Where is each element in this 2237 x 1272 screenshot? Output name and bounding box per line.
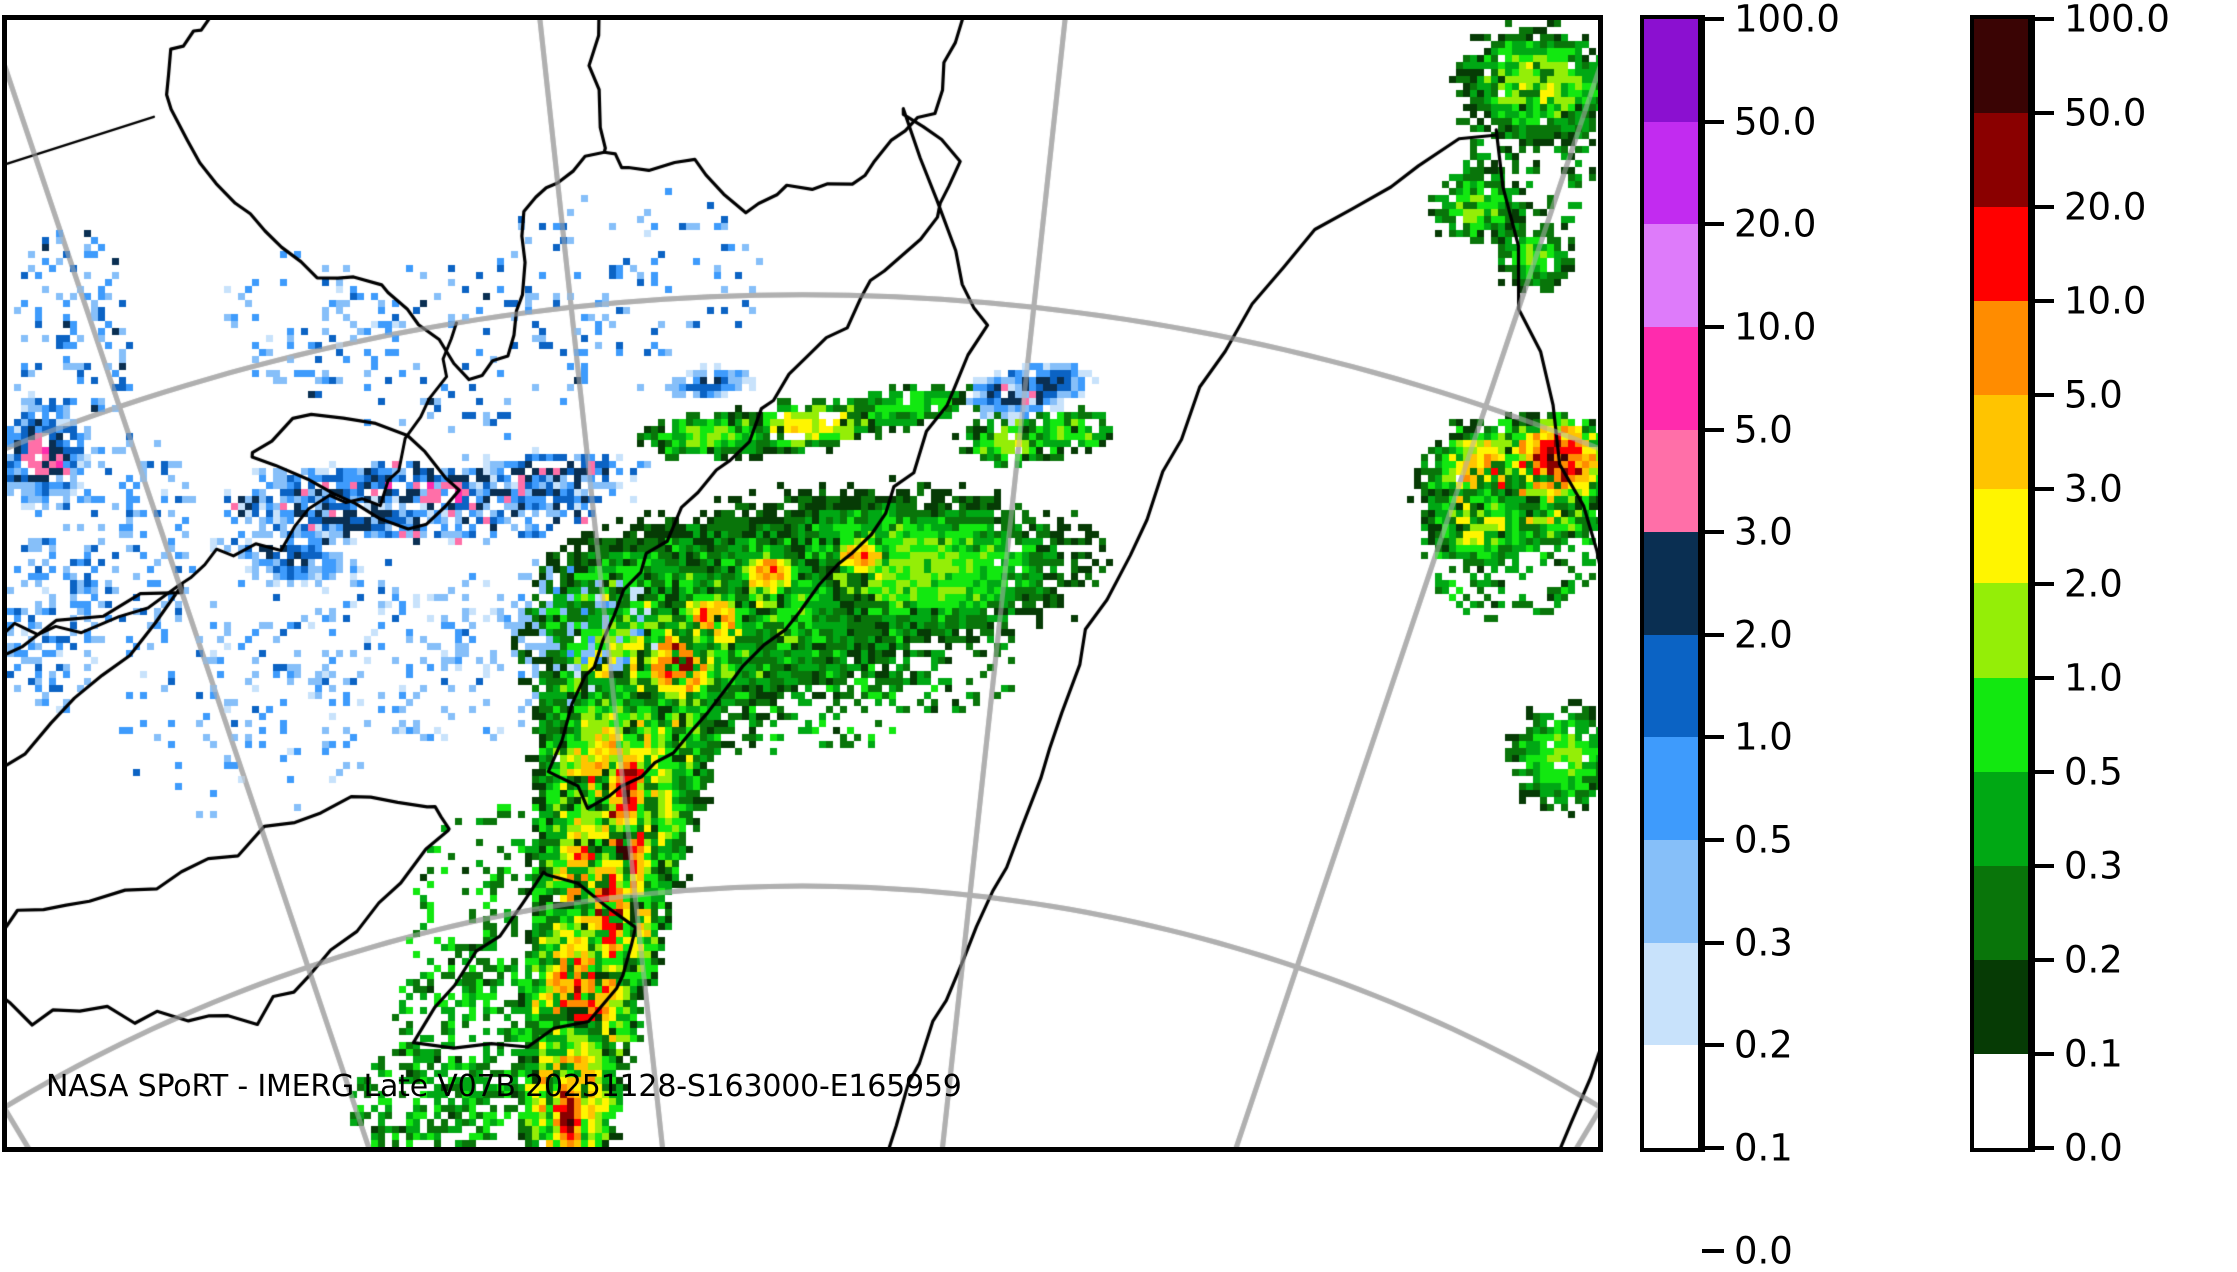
colorbar-tick-label: 3.0 bbox=[2064, 467, 2123, 511]
colorbar-tick-label: 20.0 bbox=[1734, 202, 1817, 246]
colorbar-tick bbox=[1702, 1146, 1724, 1150]
colorbar-tick bbox=[2032, 393, 2054, 398]
colorbar-segment bbox=[1644, 634, 1698, 738]
colorbar-tick-label: 1.0 bbox=[2064, 656, 2123, 700]
colorbar-tick-label: 0.3 bbox=[1734, 921, 1793, 965]
colorbar-segment bbox=[1644, 326, 1698, 430]
solid-colorbar-axis-line bbox=[1702, 15, 1705, 1152]
colorbar-tick bbox=[2032, 675, 2054, 680]
colorbar-segment bbox=[1644, 942, 1698, 1046]
precipitation-map-figure: NASA SPoRT - IMERG Late V07B 20251128-S1… bbox=[2, 0, 2170, 1272]
colorbar-segment bbox=[1974, 207, 2028, 302]
colorbar-tick-label: 0.5 bbox=[2064, 750, 2123, 794]
colorbar-segment bbox=[1974, 865, 2028, 960]
colorbar-tick-label: 10.0 bbox=[2064, 279, 2147, 323]
colorbar-tick-label: 100.0 bbox=[1734, 0, 1840, 41]
colorbar-tick bbox=[1702, 838, 1724, 843]
colorbar-tick-label: 0.0 bbox=[1734, 1229, 1793, 1272]
colorbar-tick bbox=[2032, 863, 2054, 868]
colorbar-tick bbox=[2032, 769, 2054, 774]
colorbar-tick-label: 5.0 bbox=[2064, 373, 2123, 417]
colorbar-segment bbox=[1974, 959, 2028, 1054]
colorbar-tick bbox=[1702, 632, 1724, 637]
colorbar-segment bbox=[1974, 1053, 2028, 1148]
colorbar-tick-label: 3.0 bbox=[1734, 510, 1793, 554]
colorbar-tick bbox=[1702, 530, 1724, 535]
colorbar-tick bbox=[2032, 581, 2054, 586]
precipitation-map-canvas bbox=[7, 20, 1598, 1147]
map-panel bbox=[2, 15, 1603, 1152]
colorbar-segment bbox=[1974, 19, 2028, 114]
colorbar-tick bbox=[2032, 487, 2054, 492]
colorbar-tick-label: 0.3 bbox=[2064, 844, 2123, 888]
colorbar-tick bbox=[2032, 205, 2054, 210]
solid-colorbar-gradient bbox=[1640, 15, 1702, 1152]
colorbar-tick bbox=[1702, 119, 1724, 124]
colorbar-tick bbox=[2032, 111, 2054, 116]
colorbar-segment bbox=[1644, 224, 1698, 327]
colorbar-segment bbox=[1974, 677, 2028, 772]
colorbar-tick bbox=[2032, 17, 2054, 21]
colorbar-segment bbox=[1974, 301, 2028, 396]
colorbar-tick-label: 0.5 bbox=[1734, 818, 1793, 862]
colorbar-segment bbox=[1974, 771, 2028, 866]
colorbar-tick-label: 10.0 bbox=[1734, 305, 1817, 349]
colorbar-tick-label: 50.0 bbox=[1734, 100, 1817, 144]
colorbar-tick-label: 0.1 bbox=[1734, 1126, 1793, 1170]
colorbar-tick bbox=[1702, 735, 1724, 740]
colorbar-tick bbox=[1702, 940, 1724, 945]
colorbar-segment bbox=[1644, 737, 1698, 840]
colorbar-tick-label: 0.2 bbox=[2064, 938, 2123, 982]
colorbar-tick-label: 20.0 bbox=[2064, 185, 2147, 229]
colorbar-segment bbox=[1644, 532, 1698, 635]
figure-caption: NASA SPoRT - IMERG Late V07B 20251128-S1… bbox=[46, 1069, 962, 1104]
colorbar-tick-label: 1.0 bbox=[1734, 715, 1793, 759]
colorbar-segment bbox=[1644, 840, 1698, 943]
colorbar-tick-label: 100.0 bbox=[2064, 0, 2170, 41]
colorbar-tick-label: 0.1 bbox=[2064, 1032, 2123, 1076]
colorbar-tick-label: 2.0 bbox=[2064, 562, 2123, 605]
colorbar-segment bbox=[1974, 583, 2028, 678]
colorbar-tick bbox=[2032, 299, 2054, 304]
colorbar-tick bbox=[2032, 957, 2054, 962]
colorbar-tick-label: 0.2 bbox=[1734, 1023, 1793, 1067]
colorbar-segment bbox=[1644, 429, 1698, 533]
colorbar-segment bbox=[1974, 489, 2028, 584]
colorbar-tick bbox=[2032, 1051, 2054, 1056]
colorbar-segment bbox=[1644, 19, 1698, 122]
colorbar-segment bbox=[1644, 121, 1698, 225]
colorbar-tick-label: 0.0 bbox=[2064, 1126, 2123, 1170]
colorbar-segment bbox=[1974, 395, 2028, 490]
colorbar-segment bbox=[1644, 1045, 1698, 1148]
colorbar-tick bbox=[2032, 1146, 2054, 1150]
colorbar-tick bbox=[1702, 1043, 1724, 1048]
colorbar-tick-label: 2.0 bbox=[1734, 613, 1793, 657]
colorbar-tick bbox=[1702, 17, 1724, 21]
colorbar-tick bbox=[1702, 222, 1724, 227]
colorbar-tick-label: 50.0 bbox=[2064, 91, 2147, 135]
liquid-colorbar-gradient bbox=[1970, 15, 2032, 1152]
colorbar-tick bbox=[1702, 1248, 1724, 1253]
colorbar-tick bbox=[1702, 324, 1724, 329]
colorbar-segment bbox=[1974, 113, 2028, 208]
colorbar-tick-label: 5.0 bbox=[1734, 408, 1793, 452]
colorbar-tick bbox=[1702, 427, 1724, 432]
